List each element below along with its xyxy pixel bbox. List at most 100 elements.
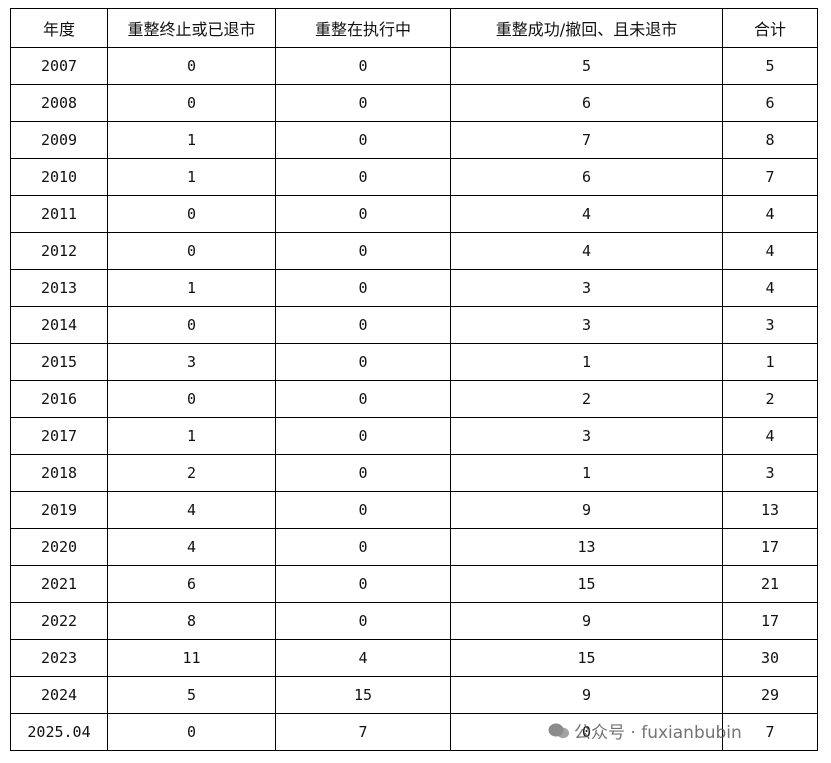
table-cell: 0 xyxy=(275,195,451,233)
table-cell: 3 xyxy=(722,454,818,492)
table-cell: 4 xyxy=(450,232,723,270)
table-cell: 6 xyxy=(450,158,723,196)
table-cell: 1 xyxy=(107,121,276,159)
table-cell: 0 xyxy=(107,195,276,233)
table-cell: 30 xyxy=(722,639,818,677)
table-cell: 0 xyxy=(107,380,276,418)
table-cell: 2025.04 xyxy=(10,713,108,751)
table-cell: 15 xyxy=(450,565,723,603)
table-cell: 1 xyxy=(107,269,276,307)
table-cell: 1 xyxy=(107,417,276,455)
table-cell: 5 xyxy=(450,47,723,85)
table-row: 2022 8 0 9 17 xyxy=(10,602,818,640)
table-cell: 0 xyxy=(450,713,723,751)
table-row: 2019 4 0 9 13 xyxy=(10,491,818,529)
table-row: 2014 0 0 3 3 xyxy=(10,306,818,344)
table-cell: 0 xyxy=(275,269,451,307)
table-cell: 13 xyxy=(722,491,818,529)
table-cell: 0 xyxy=(107,47,276,85)
header-cell: 重整终止或已退市 xyxy=(107,8,276,48)
table-cell: 0 xyxy=(275,47,451,85)
watermark: 公众号 · fuxianbubin xyxy=(548,718,742,743)
table-row: 2016 0 0 2 2 xyxy=(10,380,818,418)
table-cell: 1 xyxy=(450,343,723,381)
table-body: 2007 0 0 5 5 2008 0 0 6 6 2009 1 0 7 8 2010 1 0 6 7 2011 0 0 4 4… xyxy=(10,47,818,751)
table-cell: 2016 xyxy=(10,380,108,418)
table-cell: 0 xyxy=(275,343,451,381)
table-cell: 9 xyxy=(450,491,723,529)
table-cell: 15 xyxy=(275,676,451,714)
table-cell: 6 xyxy=(107,565,276,603)
table-cell: 0 xyxy=(275,232,451,270)
table-cell: 0 xyxy=(107,306,276,344)
table-cell: 4 xyxy=(722,195,818,233)
table-cell: 0 xyxy=(275,491,451,529)
table-cell: 0 xyxy=(275,306,451,344)
table-cell: 2007 xyxy=(10,47,108,85)
table-cell: 2014 xyxy=(10,306,108,344)
table-cell: 0 xyxy=(275,565,451,603)
table-row: 2007 0 0 5 5 xyxy=(10,47,818,85)
table-cell: 2017 xyxy=(10,417,108,455)
table-cell: 3 xyxy=(450,306,723,344)
table-cell: 2019 xyxy=(10,491,108,529)
table-row: 2021 6 0 15 21 xyxy=(10,565,818,603)
table-cell: 0 xyxy=(275,380,451,418)
table-cell: 2008 xyxy=(10,84,108,122)
table-cell: 0 xyxy=(107,84,276,122)
table-cell: 2012 xyxy=(10,232,108,270)
watermark-text: 公众号 · fuxianbubin xyxy=(574,723,742,743)
table-cell: 0 xyxy=(275,121,451,159)
table-cell: 4 xyxy=(450,195,723,233)
table-cell: 6 xyxy=(722,84,818,122)
table-row: 2015 3 0 1 1 xyxy=(10,343,818,381)
table-cell: 4 xyxy=(722,417,818,455)
table-cell: 21 xyxy=(722,565,818,603)
table-cell: 0 xyxy=(275,84,451,122)
table-cell: 2022 xyxy=(10,602,108,640)
table-cell: 2023 xyxy=(10,639,108,677)
table-cell: 15 xyxy=(450,639,723,677)
table-cell: 2013 xyxy=(10,269,108,307)
table-cell: 2010 xyxy=(10,158,108,196)
table-cell: 1 xyxy=(450,454,723,492)
table-cell: 2018 xyxy=(10,454,108,492)
table-cell: 0 xyxy=(275,158,451,196)
table-cell: 5 xyxy=(107,676,276,714)
table-cell: 4 xyxy=(107,491,276,529)
table-row: 2013 1 0 3 4 xyxy=(10,269,818,307)
table-cell: 2 xyxy=(450,380,723,418)
table-cell: 4 xyxy=(275,639,451,677)
table-cell: 0 xyxy=(107,232,276,270)
watermark-icon xyxy=(548,723,569,738)
table-cell: 29 xyxy=(722,676,818,714)
table-cell: 2020 xyxy=(10,528,108,566)
table-cell: 5 xyxy=(722,47,818,85)
table-cell: 13 xyxy=(450,528,723,566)
table-cell: 1 xyxy=(722,343,818,381)
table-cell: 2021 xyxy=(10,565,108,603)
table-cell: 11 xyxy=(107,639,276,677)
table-cell: 0 xyxy=(275,528,451,566)
header-cell: 合计 xyxy=(722,8,818,48)
table-row: 2017 1 0 3 4 xyxy=(10,417,818,455)
table-cell: 2011 xyxy=(10,195,108,233)
table-cell: 0 xyxy=(275,602,451,640)
table-cell: 3 xyxy=(722,306,818,344)
table-cell: 3 xyxy=(450,417,723,455)
table-cell: 7 xyxy=(275,713,451,751)
table-row: 2010 1 0 6 7 xyxy=(10,158,818,196)
header-cell: 年度 xyxy=(10,8,108,48)
table-row: 2024 5 15 9 29 xyxy=(10,676,818,714)
table-row: 2011 0 0 4 4 xyxy=(10,195,818,233)
table-cell: 4 xyxy=(722,232,818,270)
table-cell: 9 xyxy=(450,676,723,714)
table-cell: 9 xyxy=(450,602,723,640)
table-cell: 7 xyxy=(722,158,818,196)
table-row: 2023 11 4 15 30 xyxy=(10,639,818,677)
table-row: 2020 4 0 13 17 xyxy=(10,528,818,566)
table-cell: 2009 xyxy=(10,121,108,159)
table-cell: 8 xyxy=(107,602,276,640)
table-row: 2009 1 0 7 8 xyxy=(10,121,818,159)
